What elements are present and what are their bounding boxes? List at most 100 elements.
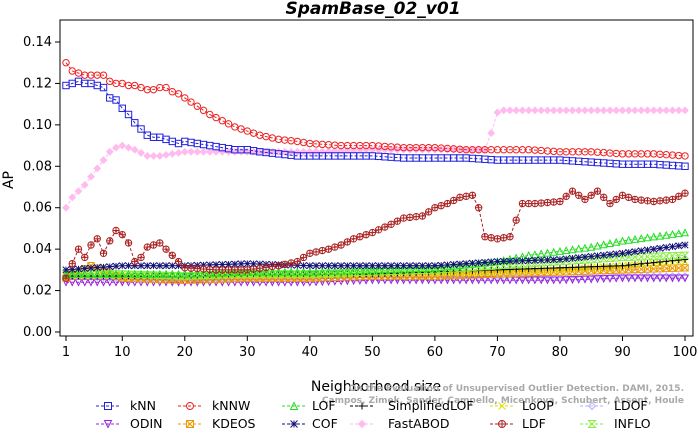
point-simplifiedlof-91 xyxy=(625,261,632,269)
point-cof-93 xyxy=(637,247,645,255)
point-odin-77 xyxy=(537,276,546,285)
point-cof-30-b xyxy=(243,260,251,268)
point-cof-90 xyxy=(618,249,627,257)
point-cof-14 xyxy=(143,262,151,270)
point-simplifiedlof-100 xyxy=(681,256,689,263)
point-lof-46 xyxy=(343,266,352,275)
point-cof-42 xyxy=(318,262,326,270)
point-ldf-26 xyxy=(218,266,227,274)
chart-title: SpamBase_02_v01 xyxy=(285,0,460,19)
point-cof-4-b xyxy=(81,264,89,273)
point-lof-41 xyxy=(312,267,321,276)
point-cof-86-b xyxy=(593,252,602,260)
point-ldf-43 xyxy=(324,245,333,253)
point-ldf-34 xyxy=(268,262,277,271)
point-lof-66 xyxy=(468,259,477,268)
point-fastabod-7 xyxy=(99,156,108,164)
point-lof-47 xyxy=(349,266,358,275)
point-ldf-38 xyxy=(293,257,302,266)
point-simplifiedlof-81 xyxy=(563,264,570,271)
series-fastabod xyxy=(62,106,689,212)
point-cof-54-b xyxy=(393,262,401,270)
point-lof-93 xyxy=(637,234,646,243)
point-odin-36 xyxy=(280,278,289,287)
point-odin-58 xyxy=(418,276,427,285)
legend-swatch-marker-fastabod xyxy=(357,419,367,429)
point-fastabod-41 xyxy=(312,147,321,156)
point-fastabod-100 xyxy=(681,106,689,115)
point-simplifiedlof-80 xyxy=(556,264,564,271)
point-ldf-53 xyxy=(387,220,395,228)
point-cof-47-b xyxy=(350,262,358,270)
point-cof-81 xyxy=(562,255,570,263)
point-ldf-90 xyxy=(618,191,627,199)
point-lof-91 xyxy=(624,235,633,244)
point-ldf-67 xyxy=(474,204,483,212)
point-odin-41 xyxy=(312,278,321,287)
legend-label-lof: LOF xyxy=(312,398,336,413)
point-fastabod-83 xyxy=(574,106,583,115)
x-tick-label: 10 xyxy=(114,345,131,360)
point-ldf-7 xyxy=(99,249,108,257)
point-cof-15 xyxy=(149,262,158,270)
point-knnw-21 xyxy=(187,98,195,106)
point-cof-90-b xyxy=(618,249,627,257)
point-inflo-13 xyxy=(136,270,146,279)
point-cof-87 xyxy=(600,251,608,259)
point-lof-19 xyxy=(174,269,183,278)
point-lof-44 xyxy=(330,266,339,275)
point-ldf-44 xyxy=(331,243,339,251)
point-ldf-88 xyxy=(606,199,614,208)
legend-label-ldof: LDOF xyxy=(614,398,648,413)
point-fastabod-23 xyxy=(199,147,208,156)
x-tick-label: 80 xyxy=(552,345,569,360)
point-inflo-92 xyxy=(630,253,640,261)
point-fastabod-79 xyxy=(549,106,558,115)
point-lof-37 xyxy=(287,267,296,276)
point-kdeos-100 xyxy=(681,264,689,272)
point-fastabod-89 xyxy=(612,106,621,115)
legend-label-loop: LoOP xyxy=(522,398,554,413)
legend-swatch-marker-simplifiedlof xyxy=(358,402,366,410)
point-ldf-23 xyxy=(199,265,208,273)
point-cof-17-b xyxy=(162,262,170,270)
point-fastabod-42 xyxy=(318,147,327,156)
point-ldf-4 xyxy=(81,253,89,262)
point-cof-79 xyxy=(550,256,558,264)
point-ldf-2 xyxy=(68,259,76,268)
point-fastabod-88 xyxy=(606,106,614,115)
point-cof-16 xyxy=(156,262,164,270)
point-lof-51 xyxy=(374,265,383,274)
point-fastabod-51 xyxy=(374,145,383,154)
point-fastabod-82 xyxy=(568,106,577,115)
point-cof-72-b xyxy=(506,257,514,265)
point-ldf-51 xyxy=(374,226,383,234)
x-tick-label: 40 xyxy=(302,345,319,360)
point-odin-59 xyxy=(424,276,433,285)
point-cof-45 xyxy=(337,262,345,270)
point-knnw-22 xyxy=(193,102,202,110)
point-ldf-10 xyxy=(118,230,126,239)
point-knnw-24 xyxy=(206,110,214,119)
series-line-loop xyxy=(66,261,686,277)
point-simplifiedlof-83 xyxy=(575,263,582,271)
point-cof-89 xyxy=(612,250,620,258)
point-ldf-8 xyxy=(106,237,114,245)
point-lof-30 xyxy=(243,267,252,276)
point-cof-28-b xyxy=(231,260,239,268)
x-tick-label: 100 xyxy=(673,345,698,360)
point-odin-95 xyxy=(649,274,658,283)
point-cof-91-b xyxy=(625,248,633,257)
credit-line-2: On the Evaluation of Unsupervised Outlie… xyxy=(349,384,684,394)
point-cof-98 xyxy=(668,243,677,251)
point-ldf-48 xyxy=(356,233,364,241)
point-ldf-25 xyxy=(212,266,220,274)
point-lof-7 xyxy=(99,269,108,278)
point-lof-21 xyxy=(187,269,196,278)
point-lof-11 xyxy=(124,269,133,278)
point-cof-60 xyxy=(431,262,439,270)
point-lof-6 xyxy=(93,269,102,278)
point-lof-96 xyxy=(655,231,664,240)
series-ldf xyxy=(62,187,689,282)
point-cof-52 xyxy=(381,262,389,270)
